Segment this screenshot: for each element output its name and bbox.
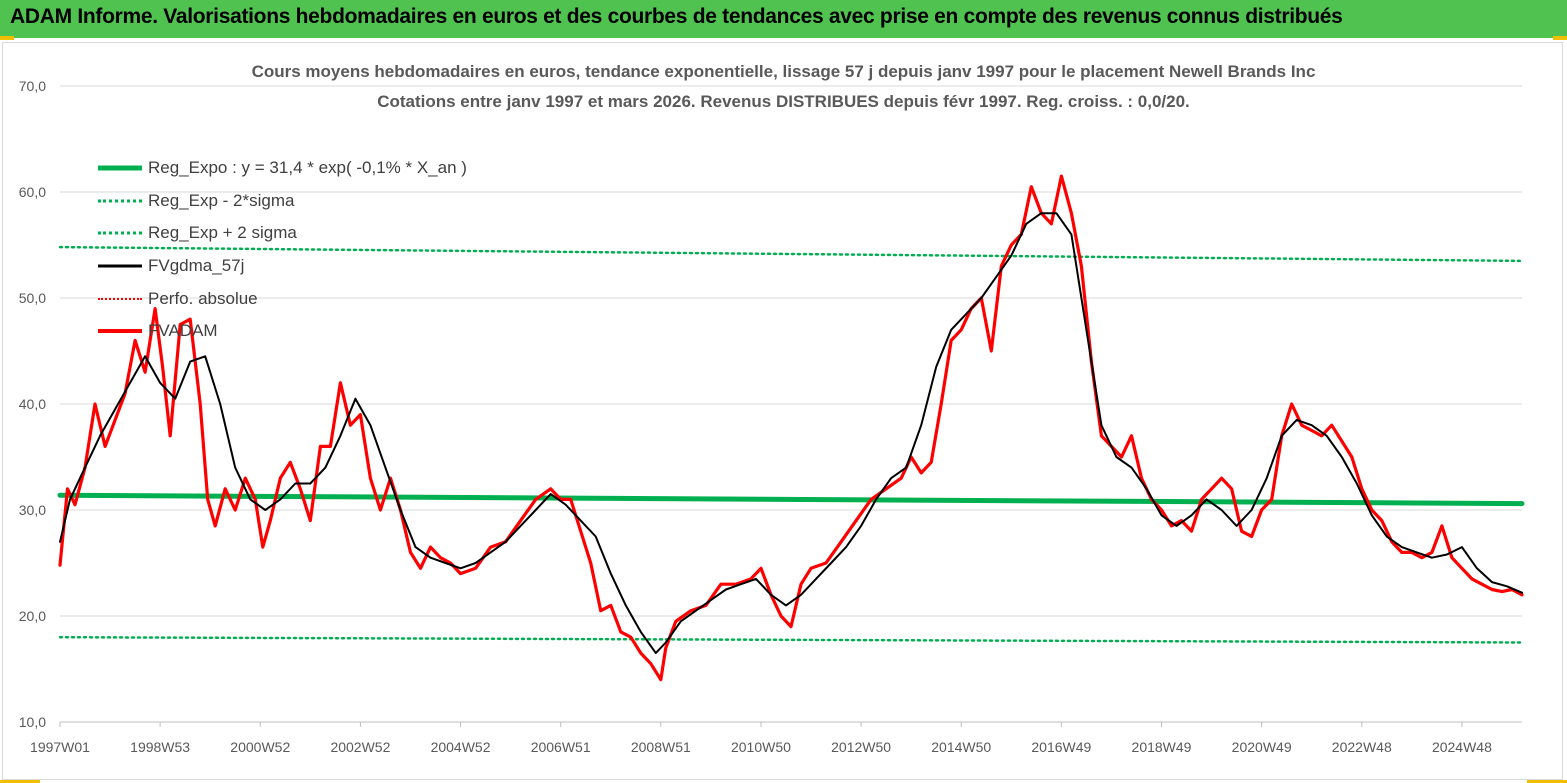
x-tick-label: 2008W51 (631, 739, 691, 755)
y-tick-label: 70,0 (19, 78, 46, 94)
x-tick-label: 2022W48 (1332, 739, 1392, 755)
legend-item-reg-expo: Reg_Expo : y = 31,4 * exp( -0,1% * X_an … (98, 152, 467, 185)
chart-subtitle: Cotations entre janv 1997 et mars 2026. … (377, 92, 1190, 111)
legend-swatch-reg-exp-plus (98, 227, 142, 239)
x-tick-label: 2000W52 (230, 739, 290, 755)
legend-label-reg-exp-plus: Reg_Exp + 2 sigma (148, 223, 297, 243)
chart-title: Cours moyens hebdomadaires en euros, ten… (251, 62, 1316, 81)
x-tick-label: 2004W52 (431, 739, 491, 755)
legend-label-fvgdma: FVgdma_57j (148, 256, 245, 276)
y-tick-label: 50,0 (19, 290, 46, 306)
series-reg-exp-plus-2sigma (58, 245, 1524, 263)
legend-swatch-reg-exp-minus (98, 195, 142, 207)
x-tick-label: 2014W50 (931, 739, 991, 755)
y-tick-label: 10,0 (19, 714, 46, 730)
x-tick-label: 2018W49 (1132, 739, 1192, 755)
x-tick-label: 2012W50 (831, 739, 891, 755)
y-tick-label: 30,0 (19, 502, 46, 518)
legend-swatch-fvgdma (98, 260, 142, 272)
legend-item-perfo: Perfo. absolue (98, 282, 467, 315)
legend-label-perfo: Perfo. absolue (148, 288, 258, 308)
series-fvadam (58, 174, 1524, 682)
x-tick-label: 2016W49 (1031, 739, 1091, 755)
chart-frame (2, 42, 1563, 780)
banner-accent-left (0, 36, 14, 40)
x-tick-label: 2020W49 (1232, 739, 1292, 755)
y-tick-label: 60,0 (19, 184, 46, 200)
x-tick-label: 2002W52 (330, 739, 390, 755)
bottom-accent-right (1527, 780, 1567, 783)
legend-swatch-fvadam (98, 325, 142, 337)
legend-item-fvadam: FVADAM (98, 315, 467, 348)
legend-swatch-reg-expo (98, 162, 142, 174)
legend-item-reg-exp-plus: Reg_Exp + 2 sigma (98, 217, 467, 250)
x-tick-label: 2024W48 (1432, 739, 1492, 755)
y-tick-label: 40,0 (19, 396, 46, 412)
y-tick-label: 20,0 (19, 608, 46, 624)
x-tick-label: 1997W01 (30, 739, 90, 755)
legend-swatch-perfo (98, 293, 142, 305)
legend-label-fvadam: FVADAM (148, 321, 218, 341)
report-banner: ADAM Informe. Valorisations hebdomadaire… (0, 0, 1567, 38)
x-tick-label: 1998W53 (130, 739, 190, 755)
banner-accent-right (1553, 36, 1567, 40)
legend-item-reg-exp-minus: Reg_Exp - 2*sigma (98, 185, 467, 218)
banner-title: ADAM Informe. Valorisations hebdomadaire… (10, 5, 1343, 28)
x-tick-label: 2010W50 (731, 739, 791, 755)
legend-label-reg-expo: Reg_Expo : y = 31,4 * exp( -0,1% * X_an … (148, 158, 467, 178)
series-fvgdma-57j (59, 212, 1523, 655)
legend-label-reg-exp-minus: Reg_Exp - 2*sigma (148, 190, 295, 210)
legend-item-fvgdma: FVgdma_57j (98, 250, 467, 283)
series-reg-exp-minus-2sigma (58, 635, 1524, 644)
bottom-accent-left (0, 780, 40, 783)
x-tick-label: 2006W51 (531, 739, 591, 755)
chart-legend: Reg_Expo : y = 31,4 * exp( -0,1% * X_an … (98, 152, 467, 348)
